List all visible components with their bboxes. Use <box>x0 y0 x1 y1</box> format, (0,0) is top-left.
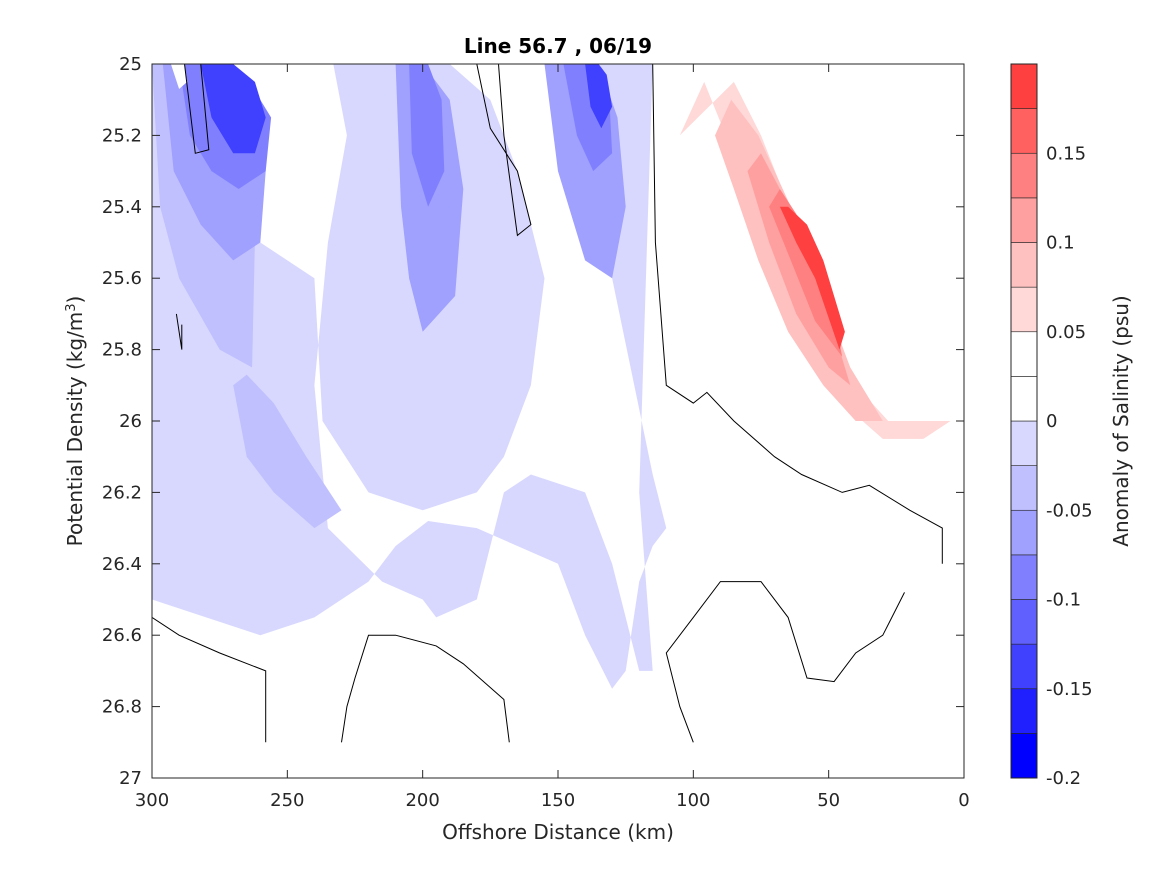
colorbar-swatch <box>1010 242 1038 288</box>
colorbar-frame <box>1010 63 1038 779</box>
y-axis-label: Potential Density (kg/m3) <box>63 296 87 547</box>
colorbar-swatch <box>1010 152 1038 199</box>
region-negative-east-core <box>585 64 613 129</box>
colorbar-swatch <box>1010 643 1038 690</box>
y-tick-label: 26 <box>119 411 142 432</box>
region-negative-core-west <box>200 64 266 154</box>
colorbar-tick-label: -0.2 <box>1046 768 1081 789</box>
colorbar-swatch <box>1010 331 1038 377</box>
x-tick-label: 250 <box>270 790 304 811</box>
x-tick-label: 200 <box>405 790 439 811</box>
x-tick-label: 300 <box>135 790 169 811</box>
y-tick-label: 25.2 <box>102 125 142 146</box>
colorbar-swatch <box>1010 286 1038 333</box>
colorbar-swatch <box>1010 554 1038 600</box>
x-tick-label: 50 <box>817 790 840 811</box>
y-axis-label-sup: 3 <box>64 303 79 311</box>
region-negative-mid-2 <box>409 64 445 207</box>
zero-contour-bottom-east <box>665 581 905 743</box>
zero-contour-layer <box>152 64 943 743</box>
colorbar-swatch <box>1010 599 1038 645</box>
colorbar-label: Anomaly of Salinity (psu) <box>1109 295 1133 546</box>
x-axis: 300 250 200 150 100 50 0 <box>135 64 970 811</box>
zero-contour-west-small <box>175 313 183 350</box>
colorbar-swatch <box>1010 420 1038 466</box>
colorbar-swatch <box>1010 688 1038 734</box>
colorbar-tick-label: -0.1 <box>1046 590 1081 611</box>
colorbar-tick-label: 0.15 <box>1046 143 1086 164</box>
y-tick-label: 26.2 <box>102 482 142 503</box>
chart-title: Line 56.7 , 06/19 <box>464 34 652 58</box>
region-negative-lower-west <box>233 374 342 529</box>
colorbar-swatch <box>1010 509 1038 556</box>
x-tick-label: 100 <box>676 790 710 811</box>
x-axis-label: Offshore Distance (km) <box>442 820 674 844</box>
colorbar-swatch <box>1010 63 1038 109</box>
colorbar-swatch <box>1010 197 1038 243</box>
y-tick-label: 25.4 <box>102 197 142 218</box>
plot-area <box>151 63 965 779</box>
colorbar-swatch <box>1010 108 1038 154</box>
y-tick-label: 25 <box>119 54 142 75</box>
x-tick-label: 0 <box>958 790 969 811</box>
y-axis: 25 25.2 25.4 25.6 25.8 26 26.2 26.4 26.6 26.8 27 <box>102 54 964 789</box>
zero-contour-west-top <box>184 64 210 154</box>
contour-fill-layer <box>152 64 959 707</box>
region-positive-surface-west <box>170 64 188 89</box>
y-tick-label: 26.8 <box>102 697 142 718</box>
colorbar-tick-label: 0 <box>1046 411 1057 432</box>
colorbar-swatch <box>1010 733 1038 779</box>
region-negative-offshore-deep <box>152 64 667 689</box>
y-tick-label: 26.6 <box>102 625 142 646</box>
colorbar: -0.2 -0.15 -0.1 -0.05 0 0.05 0.1 0.15 <box>1010 63 1093 789</box>
colorbar-tick-label: -0.15 <box>1046 679 1093 700</box>
colorbar-tick-label: 0.05 <box>1046 322 1086 343</box>
zero-contour-mid-top <box>476 64 532 237</box>
region-positive-east-core <box>779 206 845 350</box>
region-positive-deep-west <box>152 653 198 707</box>
zero-contour-bottom-left <box>152 616 267 743</box>
y-tick-label: 25.8 <box>102 340 142 361</box>
y-axis-label-main: Potential Density (kg/m <box>63 312 87 547</box>
y-tick-label: 27 <box>119 768 142 789</box>
zero-contour-bottom-mid <box>341 634 510 743</box>
colorbar-tick-label: 0.1 <box>1046 233 1075 254</box>
y-axis-label-close: ) <box>63 296 87 304</box>
colorbar-tick-label: -0.05 <box>1046 500 1093 521</box>
y-tick-label: 26.4 <box>102 554 142 575</box>
region-positive-small-east <box>888 556 899 571</box>
x-tick-label: 150 <box>541 790 575 811</box>
colorbar-swatch <box>1010 376 1038 422</box>
y-tick-label: 25.6 <box>102 268 142 289</box>
zero-contour-east-boundary <box>652 64 943 564</box>
colorbar-swatch <box>1010 465 1038 511</box>
region-positive-east-5 <box>769 189 843 357</box>
